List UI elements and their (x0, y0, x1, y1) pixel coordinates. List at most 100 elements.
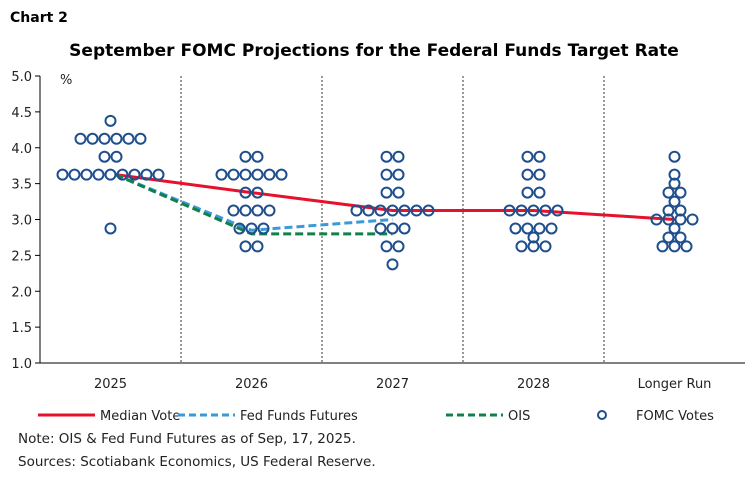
fomc-vote-dot (662, 204, 675, 217)
y-tick-label: 4.0 (11, 142, 32, 157)
fomc-vote-dot (68, 168, 81, 181)
y-tick-label: 2.0 (11, 285, 32, 300)
fomc-vote-dot (674, 213, 687, 226)
fomc-vote-dot (551, 204, 564, 217)
fomc-vote-dot (521, 186, 534, 199)
fomc-vote-dot (668, 195, 681, 208)
y-tick-label: 2.5 (11, 249, 32, 264)
fomc-vote-dot (239, 240, 252, 253)
fomc-vote-dot (275, 168, 288, 181)
fomc-vote-dot (263, 204, 276, 217)
fomc-vote-dot (674, 204, 687, 217)
fomc-vote-dot (398, 204, 411, 217)
fomc-vote-dot (392, 240, 405, 253)
fomc-vote-dot (656, 240, 669, 253)
fomc-vote-dot (251, 150, 264, 163)
y-tick-label: 5.0 (11, 70, 32, 85)
fomc-vote-dot (215, 168, 228, 181)
legend-dot-icon (597, 410, 607, 420)
fomc-vote-dot (521, 150, 534, 163)
fomc-vote-dot (227, 204, 240, 217)
fomc-vote-dot (674, 231, 687, 244)
fomc-vote-dot (233, 222, 246, 235)
fomc-vote-dot (239, 186, 252, 199)
fomc-vote-dot (80, 168, 93, 181)
legend-label: Median Vote (100, 409, 180, 424)
fomc-vote-dot (239, 204, 252, 217)
fomc-vote-dot (116, 168, 129, 181)
fomc-vote-dot (668, 240, 681, 253)
fomc-vote-dot (128, 168, 141, 181)
fomc-vote-dot (74, 132, 87, 145)
fomc-vote-dot (521, 168, 534, 181)
fomc-vote-dot (380, 168, 393, 181)
legend-label: OIS (508, 409, 530, 424)
chart-title: September FOMC Projections for the Feder… (69, 41, 679, 61)
x-tick-label: 2025 (94, 377, 127, 392)
y-tick-label: 1.0 (11, 357, 32, 372)
y-tick-label: 1.5 (11, 321, 32, 336)
fomc-vote-dot (527, 240, 540, 253)
fomc-vote-dot (98, 132, 111, 145)
fomc-vote-dot (662, 186, 675, 199)
legend-label: FOMC Votes (636, 409, 714, 424)
fomc-vote-dot (662, 231, 675, 244)
fomc-vote-dot (539, 204, 552, 217)
fomc-vote-dot (527, 231, 540, 244)
fomc-vote-dot (110, 150, 123, 163)
fomc-vote-dot (668, 168, 681, 181)
fomc-vote-dot (650, 213, 663, 226)
fomc-vote-dot (251, 204, 264, 217)
fomc-vote-dot (662, 213, 675, 226)
fomc-vote-dot (521, 222, 534, 235)
fomc-vote-dot (239, 168, 252, 181)
fomc-vote-dot (545, 222, 558, 235)
fomc-vote-dot (386, 204, 399, 217)
fomc-vote-dot (539, 240, 552, 253)
fomc-vote-dot (527, 204, 540, 217)
fomc-vote-dot (668, 222, 681, 235)
fomc-vote-dot (263, 168, 276, 181)
fomc-vote-dot (251, 240, 264, 253)
series-line-fed-funds-futures (114, 173, 393, 232)
fomc-vote-dot (374, 204, 387, 217)
series-line-median-vote (115, 173, 675, 221)
fomc-vote-dot (362, 204, 375, 217)
fomc-vote-dot (380, 186, 393, 199)
legend-label: Fed Funds Futures (240, 409, 358, 424)
fomc-vote-dot (86, 132, 99, 145)
fomc-vote-dot (245, 222, 258, 235)
fomc-vote-dot (503, 204, 516, 217)
fomc-vote-dot (104, 114, 117, 127)
chart-label: Chart 2 (10, 10, 68, 26)
note: Note: OIS & Fed Fund Futures as of Sep, … (18, 431, 356, 447)
fomc-vote-dot (533, 168, 546, 181)
fomc-vote-dot (380, 240, 393, 253)
fomc-vote-dot (251, 168, 264, 181)
fomc-vote-dot (386, 222, 399, 235)
fomc-vote-dot (515, 240, 528, 253)
fomc-vote-dot (686, 213, 699, 226)
fomc-vote-dot (98, 150, 111, 163)
fomc-vote-dot (410, 204, 423, 217)
fomc-vote-dot (422, 204, 435, 217)
x-tick-label: Longer Run (638, 377, 712, 392)
fomc-vote-dot (533, 186, 546, 199)
fomc-vote-dot (122, 132, 135, 145)
fomc-vote-dot (533, 150, 546, 163)
fomc-vote-dot (398, 222, 411, 235)
fomc-vote-dot (251, 186, 264, 199)
x-tick-label: 2026 (235, 377, 268, 392)
fomc-vote-dot (509, 222, 522, 235)
fomc-vote-dot (392, 168, 405, 181)
fomc-vote-dot (674, 186, 687, 199)
x-tick-label: 2027 (376, 377, 409, 392)
fomc-vote-dot (110, 132, 123, 145)
fomc-vote-dot (152, 168, 165, 181)
fomc-vote-dot (227, 168, 240, 181)
fomc-vote-dot (380, 150, 393, 163)
fomc-vote-dot (257, 222, 270, 235)
y-tick-label: 3.5 (11, 178, 32, 193)
fomc-vote-dot (392, 186, 405, 199)
